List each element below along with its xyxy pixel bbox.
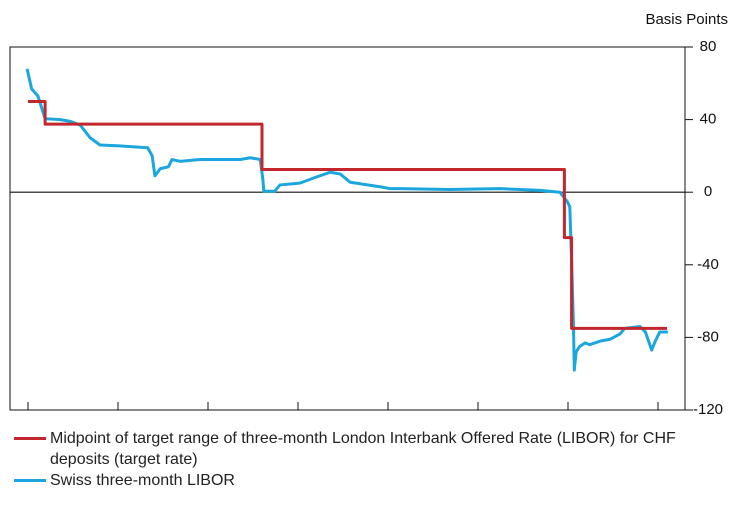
legend-label: Swiss three-month LIBOR xyxy=(50,472,235,489)
y-axis-label: Basis Points xyxy=(645,11,728,28)
series-line xyxy=(28,99,667,330)
y-tick-label: 0 xyxy=(704,183,712,200)
y-tick-label: -120 xyxy=(693,401,723,418)
legend: Midpoint of target range of three-month … xyxy=(14,428,732,491)
series-line xyxy=(25,68,668,372)
y-tick-label: 80 xyxy=(700,38,717,55)
y-tick-label: 40 xyxy=(700,111,717,128)
plot-frame xyxy=(9,46,686,411)
legend-label: Midpoint of target range of three-month … xyxy=(50,430,676,468)
legend-item: Swiss three-month LIBOR xyxy=(14,470,732,491)
y-tick-label: -40 xyxy=(697,256,719,273)
legend-swatch xyxy=(14,437,46,440)
y-tick-label: -80 xyxy=(697,328,719,345)
legend-swatch xyxy=(14,479,46,482)
legend-item: Midpoint of target range of three-month … xyxy=(14,428,732,470)
chart: Basis Points 80400-40-80-120200920102011… xyxy=(9,11,728,425)
